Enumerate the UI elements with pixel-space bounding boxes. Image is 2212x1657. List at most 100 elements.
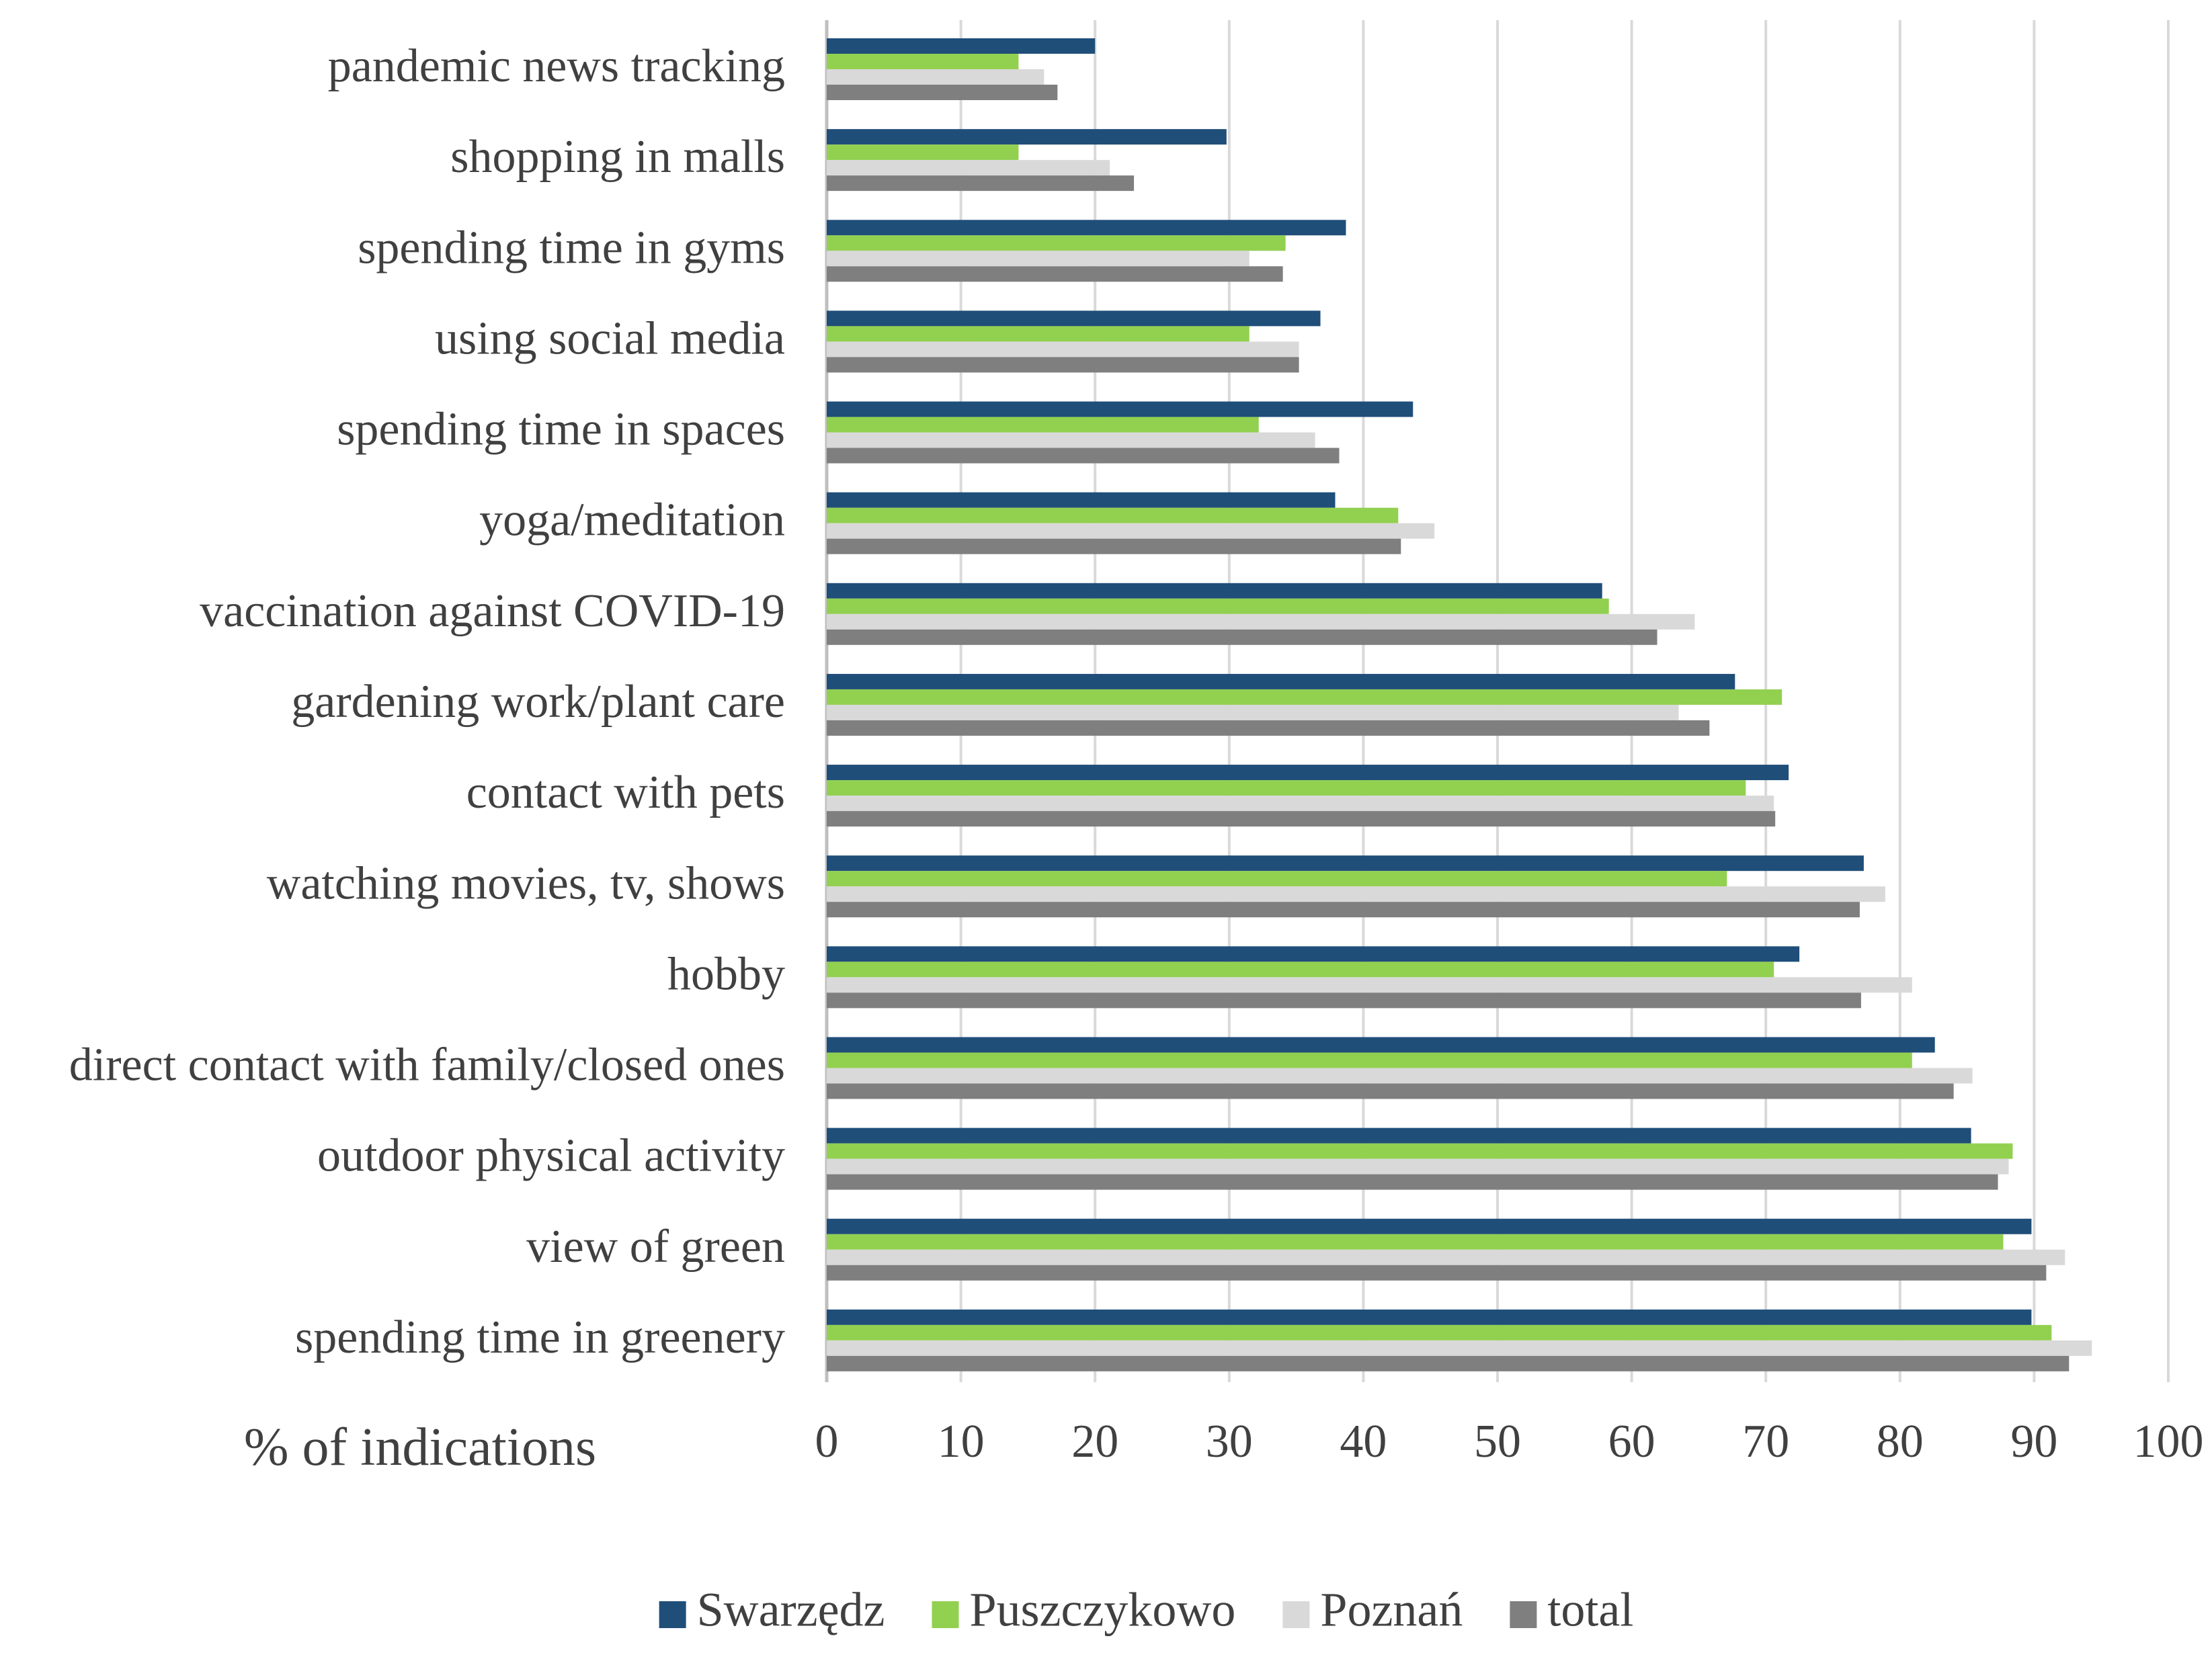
bar-total-spending-time-in-spaces [827,448,1340,464]
x-axis-title: % of indications [244,1418,596,1477]
category-label: vaccination against COVID-19 [200,585,785,637]
bars [827,38,2092,1371]
bar-total-spending-time-in-greenery [827,1355,2070,1371]
x-tick-label: 90 [2010,1416,2057,1468]
category-label: watching movies, tv, shows [267,857,785,909]
bar-swarz-dz-contact-with-pets [827,765,1789,781]
category-label: spending time in gyms [358,222,785,273]
bar-puszczykowo-spending-time-in-gyms [827,235,1286,251]
legend-swatch-swarz-dz [659,1601,686,1628]
bar-total-yoga-meditation [827,538,1401,554]
legend-swatch-puszczykowo [932,1601,959,1628]
category-label: shopping in malls [450,131,785,183]
bar-swarz-dz-gardening-work-plant-care [827,673,1735,689]
bar-puszczykowo-yoga-meditation [827,507,1399,523]
bar-swarz-dz-vaccination-against-covid-19 [827,583,1602,599]
legend-label-puszczykowo: Puszczykowo [969,1583,1235,1637]
category-label: outdoor physical activity [317,1130,785,1182]
x-tick-label: 20 [1071,1416,1118,1468]
x-tick-label: 10 [938,1416,985,1468]
category-label: using social media [435,312,785,364]
x-tick-label: 40 [1340,1416,1387,1468]
bar-swarz-dz-using-social-media [827,310,1321,327]
bar-puszczykowo-using-social-media [827,326,1250,342]
bar-swarz-dz-pandemic-news-tracking [827,38,1096,54]
bar-total-using-social-media [827,357,1299,373]
bar-total-outdoor-physical-activity [827,1174,1998,1190]
bar-puszczykowo-pandemic-news-tracking [827,54,1019,69]
legend-label-total: total [1547,1583,1633,1637]
bar-pozna-contact-with-pets [827,796,1774,812]
category-label: spending time in greenery [295,1312,785,1363]
x-tick-labels: 0 10 20 30 40 50 60 70 80 90 100 [815,1416,2204,1468]
bar-pozna-watching-movies-tv-shows [827,886,1885,902]
bar-total-spending-time-in-gyms [827,266,1283,282]
bar-pozna-using-social-media [827,341,1299,357]
bar-puszczykowo-spending-time-in-greenery [827,1324,2052,1341]
legend-swatch-total [1510,1601,1537,1628]
category-label: pandemic news tracking [328,40,785,92]
x-tick-label: 100 [2133,1416,2204,1468]
bar-total-vaccination-against-covid-19 [827,629,1657,645]
bar-total-hobby [827,992,1861,1009]
bar-pozna-view-of-green [827,1249,2065,1265]
bar-puszczykowo-hobby [827,962,1774,978]
bar-total-direct-contact-with-family-closed-ones [827,1083,1954,1099]
x-tick-label: 60 [1608,1416,1655,1468]
category-label: contact with pets [466,767,785,818]
bar-pozna-outdoor-physical-activity [827,1158,2009,1175]
bar-swarz-dz-hobby [827,946,1800,962]
category-label: hobby [667,948,785,1000]
category-label: spending time in spaces [337,404,785,456]
category-label: direct contact with family/closed ones [69,1039,785,1091]
bar-swarz-dz-spending-time-in-greenery [827,1309,2032,1325]
bar-total-view-of-green [827,1265,2047,1281]
bar-puszczykowo-shopping-in-malls [827,144,1019,161]
bar-puszczykowo-watching-movies-tv-shows [827,871,1727,887]
bar-total-gardening-work-plant-care [827,720,1710,736]
bar-swarz-dz-outdoor-physical-activity [827,1128,1971,1144]
bar-pozna-direct-contact-with-family-closed-ones [827,1068,1973,1084]
legend-swatch-pozna [1282,1601,1310,1628]
bar-puszczykowo-spending-time-in-spaces [827,417,1259,433]
bar-pozna-hobby [827,977,1912,993]
bar-swarz-dz-spending-time-in-gyms [827,220,1346,236]
legend-label-pozna: Poznań [1320,1583,1463,1637]
bar-swarz-dz-yoga-meditation [827,492,1336,508]
bar-total-shopping-in-malls [827,175,1135,192]
x-tick-label: 0 [815,1416,839,1468]
x-tick-label: 50 [1474,1416,1521,1468]
bar-total-pandemic-news-tracking [827,85,1058,100]
bar-total-contact-with-pets [827,811,1776,827]
bar-swarz-dz-spending-time-in-spaces [827,401,1414,417]
bar-puszczykowo-direct-contact-with-family-closed-ones [827,1052,1912,1068]
bar-swarz-dz-shopping-in-malls [827,129,1227,145]
legend: Swarzędz Puszczykowo Poznań total [659,1583,1633,1637]
bar-pozna-spending-time-in-greenery [827,1340,2092,1356]
bar-puszczykowo-outdoor-physical-activity [827,1143,2013,1159]
category-labels: pandemic news tracking shopping in malls s… [69,40,785,1363]
bar-swarz-dz-watching-movies-tv-shows [827,855,1864,872]
bar-pozna-yoga-meditation [827,523,1435,539]
x-tick-label: 30 [1206,1416,1253,1468]
legend-label-swarz-dz: Swarzędz [697,1583,885,1637]
bar-swarz-dz-view-of-green [827,1218,2032,1234]
bar-puszczykowo-vaccination-against-covid-19 [827,598,1609,614]
bar-puszczykowo-gardening-work-plant-care [827,689,1783,705]
bar-pozna-gardening-work-plant-care [827,704,1679,720]
bar-swarz-dz-direct-contact-with-family-closed-ones [827,1037,1935,1053]
x-tick-label: 80 [1877,1416,1924,1468]
bar-pozna-spending-time-in-spaces [827,432,1315,448]
bar-puszczykowo-contact-with-pets [827,780,1746,796]
x-tick-label: 70 [1742,1416,1789,1468]
category-label: gardening work/plant care [291,676,785,728]
category-label: yoga/meditation [479,495,785,546]
bar-pozna-shopping-in-malls [827,160,1110,176]
bar-pozna-vaccination-against-covid-19 [827,613,1695,630]
bar-pozna-spending-time-in-gyms [827,251,1250,267]
bar-puszczykowo-view-of-green [827,1234,2004,1250]
bar-pozna-pandemic-news-tracking [827,69,1044,85]
category-label: view of green [526,1221,785,1273]
bar-total-watching-movies-tv-shows [827,902,1860,918]
